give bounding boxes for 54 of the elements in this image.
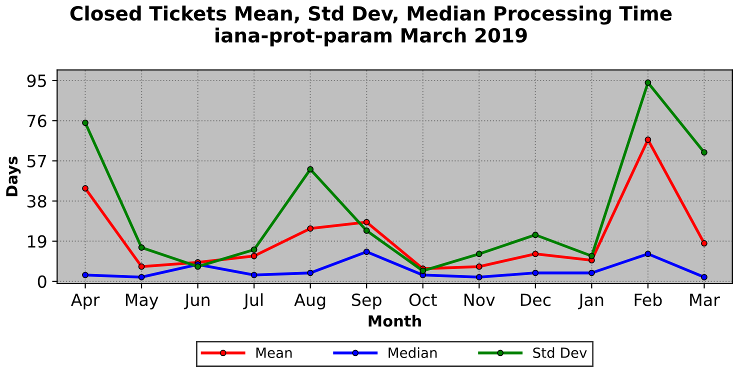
x-axis-title: Month [368, 314, 421, 327]
point [476, 263, 482, 270]
point [138, 263, 145, 270]
point [138, 244, 145, 251]
point [363, 218, 370, 226]
point [476, 250, 482, 258]
point [644, 79, 652, 86]
x-tick-label: Dec [520, 294, 551, 306]
x-tick-label: Apr [70, 294, 100, 310]
y-tick-label: 57 [27, 155, 46, 168]
point [82, 185, 88, 192]
chart-title: Closed Tickets Mean, Std Dev, Median Processing Time iana-prot-param March 2019 [70, 6, 672, 46]
point [644, 136, 652, 143]
x-tick-label: May [126, 294, 158, 310]
x-tick-label: Jul [243, 293, 263, 310]
x-tick-label: Jun [184, 294, 210, 310]
point [250, 246, 258, 253]
point [476, 274, 482, 280]
x-tick-label: Mar [690, 294, 720, 306]
point [701, 274, 708, 280]
x-tick-label: Sep [352, 294, 382, 310]
point [82, 120, 88, 126]
y-axis-title: Days [6, 156, 21, 196]
point [307, 166, 314, 173]
point [588, 270, 595, 276]
y-tick-label: 38 [27, 194, 46, 208]
x-tick-label: Oct [409, 294, 437, 306]
y-tick-label: 0 [38, 275, 46, 288]
point [701, 149, 708, 156]
x-tick-label: Feb [634, 293, 662, 306]
point [138, 274, 145, 280]
y-tick-label: 76 [28, 114, 46, 128]
point [644, 250, 652, 258]
x-tick-label: Nov [464, 294, 495, 306]
point [82, 272, 88, 278]
point [420, 268, 426, 274]
point [532, 250, 539, 258]
legend-label: Median [388, 347, 437, 358]
x-tick-label: Aug [294, 294, 326, 310]
point [532, 232, 539, 238]
x-tick-label: Jan [578, 294, 604, 310]
point [363, 227, 370, 234]
point [532, 270, 539, 276]
point [363, 248, 370, 255]
point [307, 225, 314, 232]
point [307, 270, 314, 276]
point [250, 272, 258, 278]
legend-label: Std Dev [533, 347, 587, 358]
y-tick-label: 19 [28, 235, 46, 248]
y-tick-label: 95 [27, 74, 46, 88]
legend-label: Mean [256, 348, 292, 358]
point [250, 252, 258, 260]
point [701, 240, 708, 247]
point [588, 252, 595, 260]
